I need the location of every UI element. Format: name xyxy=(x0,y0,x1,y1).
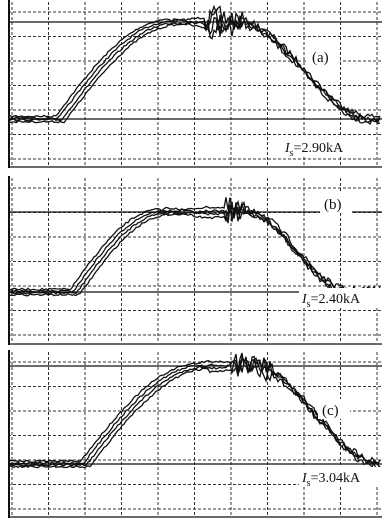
figure: (a)Is=2.90kA(b)Is=2.40kA(c)Is=3.04kA xyxy=(0,0,382,518)
current-value: =2.90kA xyxy=(294,141,344,156)
background xyxy=(0,0,382,518)
current-value: =3.04kA xyxy=(311,471,361,486)
panel-label: (c) xyxy=(322,403,339,419)
panel-label: (a) xyxy=(312,50,329,66)
current-value: =2.40kA xyxy=(311,292,361,307)
panel-label: (b) xyxy=(324,197,342,213)
